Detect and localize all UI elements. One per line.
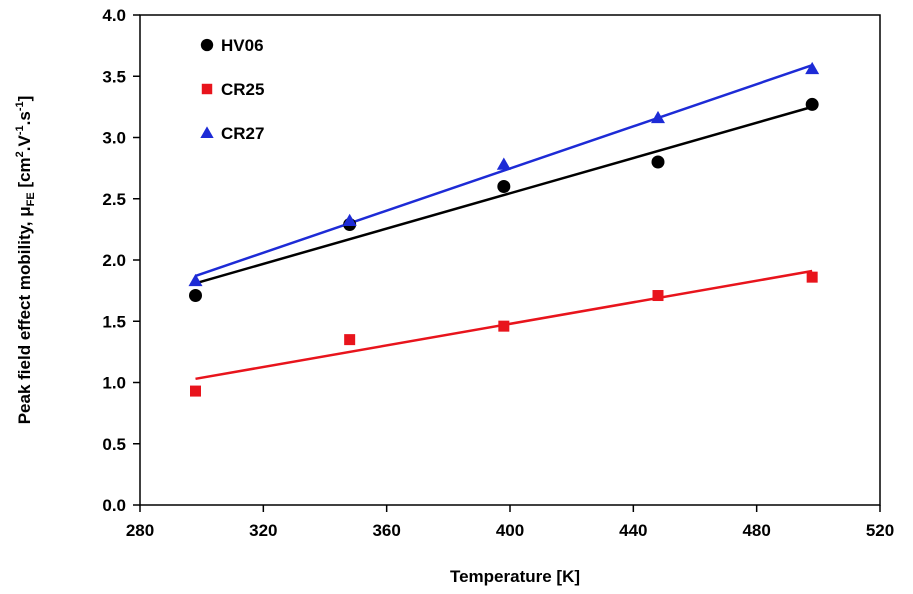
y-tick-label: 0.0 bbox=[102, 496, 126, 515]
x-tick-label: 400 bbox=[496, 521, 524, 540]
data-point-cr27 bbox=[497, 157, 511, 169]
legend-label-cr27: CR27 bbox=[221, 124, 264, 143]
legend-label-hv06: HV06 bbox=[221, 36, 264, 55]
data-point-cr25 bbox=[344, 334, 355, 345]
x-axis-title: Temperature [K] bbox=[450, 567, 580, 586]
data-point-cr25 bbox=[807, 272, 818, 283]
legend-label-cr25: CR25 bbox=[221, 80, 264, 99]
y-axis-title-part: Peak field effect mobility, μ bbox=[15, 206, 34, 424]
data-point-hv06 bbox=[497, 180, 510, 193]
legend-marker-hv06 bbox=[201, 39, 213, 51]
y-axis-title-part: -1 bbox=[14, 125, 26, 135]
y-tick-label: 2.0 bbox=[102, 251, 126, 270]
x-tick-label: 360 bbox=[372, 521, 400, 540]
y-tick-label: 3.0 bbox=[102, 129, 126, 148]
data-point-cr25 bbox=[653, 290, 664, 301]
x-tick-label: 520 bbox=[866, 521, 894, 540]
x-tick-label: 280 bbox=[126, 521, 154, 540]
data-point-cr25 bbox=[498, 321, 509, 332]
y-axis-title: Peak field effect mobility, μFE [cm2.V-1… bbox=[14, 96, 37, 425]
data-point-cr27 bbox=[343, 214, 357, 226]
legend-marker-cr25 bbox=[202, 84, 212, 94]
y-tick-label: 0.5 bbox=[102, 435, 126, 454]
x-tick-label: 480 bbox=[742, 521, 770, 540]
y-tick-label: 2.5 bbox=[102, 190, 126, 209]
data-point-hv06 bbox=[806, 98, 819, 111]
y-axis-title-part: [cm bbox=[15, 157, 34, 192]
data-point-hv06 bbox=[652, 156, 665, 169]
y-tick-label: 1.0 bbox=[102, 374, 126, 393]
y-axis-title-part: FE bbox=[25, 192, 37, 206]
legend-marker-cr27 bbox=[200, 126, 213, 138]
y-tick-label: 4.0 bbox=[102, 6, 126, 25]
data-point-hv06 bbox=[189, 289, 202, 302]
data-point-cr25 bbox=[190, 386, 201, 397]
data-point-cr27 bbox=[189, 274, 203, 286]
y-tick-label: 3.5 bbox=[102, 67, 126, 86]
x-tick-label: 320 bbox=[249, 521, 277, 540]
fit-line-hv06 bbox=[196, 107, 813, 283]
y-tick-label: 1.5 bbox=[102, 312, 126, 331]
y-axis-title-part: ] bbox=[15, 96, 34, 102]
x-tick-label: 440 bbox=[619, 521, 647, 540]
y-axis-title-part: .V bbox=[15, 134, 34, 151]
y-axis-title-part: -1 bbox=[14, 101, 26, 111]
fit-line-cr27 bbox=[196, 65, 813, 276]
y-axis-title-part: .s bbox=[15, 111, 34, 125]
